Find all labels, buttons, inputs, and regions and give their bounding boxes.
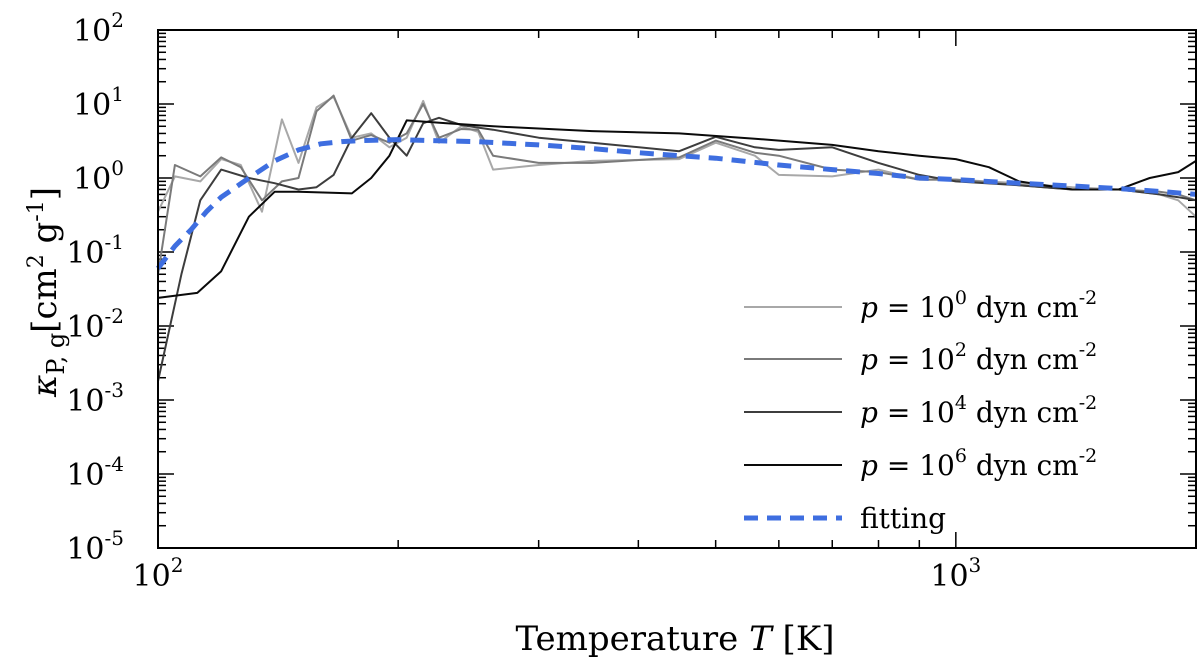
x-axis-title: Temperature T [K] — [516, 619, 835, 659]
y-tick-label: 10-5 — [66, 526, 124, 567]
legend: p = 100 dyn cm-2 p = 102 dyn cm-2 p = 104 … — [744, 287, 1097, 535]
series-line-3 — [157, 119, 1197, 299]
plot-frame — [157, 29, 1197, 549]
series-layer — [156, 94, 1197, 382]
y-axis-title-group: κP, g[cm2 g-1] — [24, 187, 70, 398]
series-line-1 — [157, 94, 1197, 275]
y-tick-label: 10-2 — [66, 304, 124, 345]
y-tick-label: 100 — [73, 156, 124, 197]
legend-label-0: p = 100 dyn cm-2 — [860, 287, 1097, 324]
legend-label-1: p = 102 dyn cm-2 — [860, 339, 1097, 376]
legend-label-4: fitting — [860, 502, 946, 535]
legend-label-2: p = 104 dyn cm-2 — [860, 392, 1097, 429]
x-tick-label: 103 — [930, 553, 981, 594]
y-tick-label: 10-4 — [66, 452, 124, 493]
y-axis-title: κP, g[cm2 g-1] — [24, 187, 70, 398]
y-tick-label: 101 — [73, 82, 124, 123]
series-line-2 — [157, 112, 1197, 382]
legend-label-3: p = 106 dyn cm-2 — [860, 445, 1097, 482]
tick-labels: 102 103 102 101 100 10-1 10-2 10-3 10-4 10-5 — [66, 8, 981, 594]
y-tick-label: 10-3 — [66, 378, 124, 419]
y-tick-label: 102 — [73, 8, 124, 49]
y-tick-label: 10-1 — [66, 230, 124, 271]
series-line-4 — [156, 137, 1197, 270]
x-tick-label: 102 — [133, 553, 184, 594]
